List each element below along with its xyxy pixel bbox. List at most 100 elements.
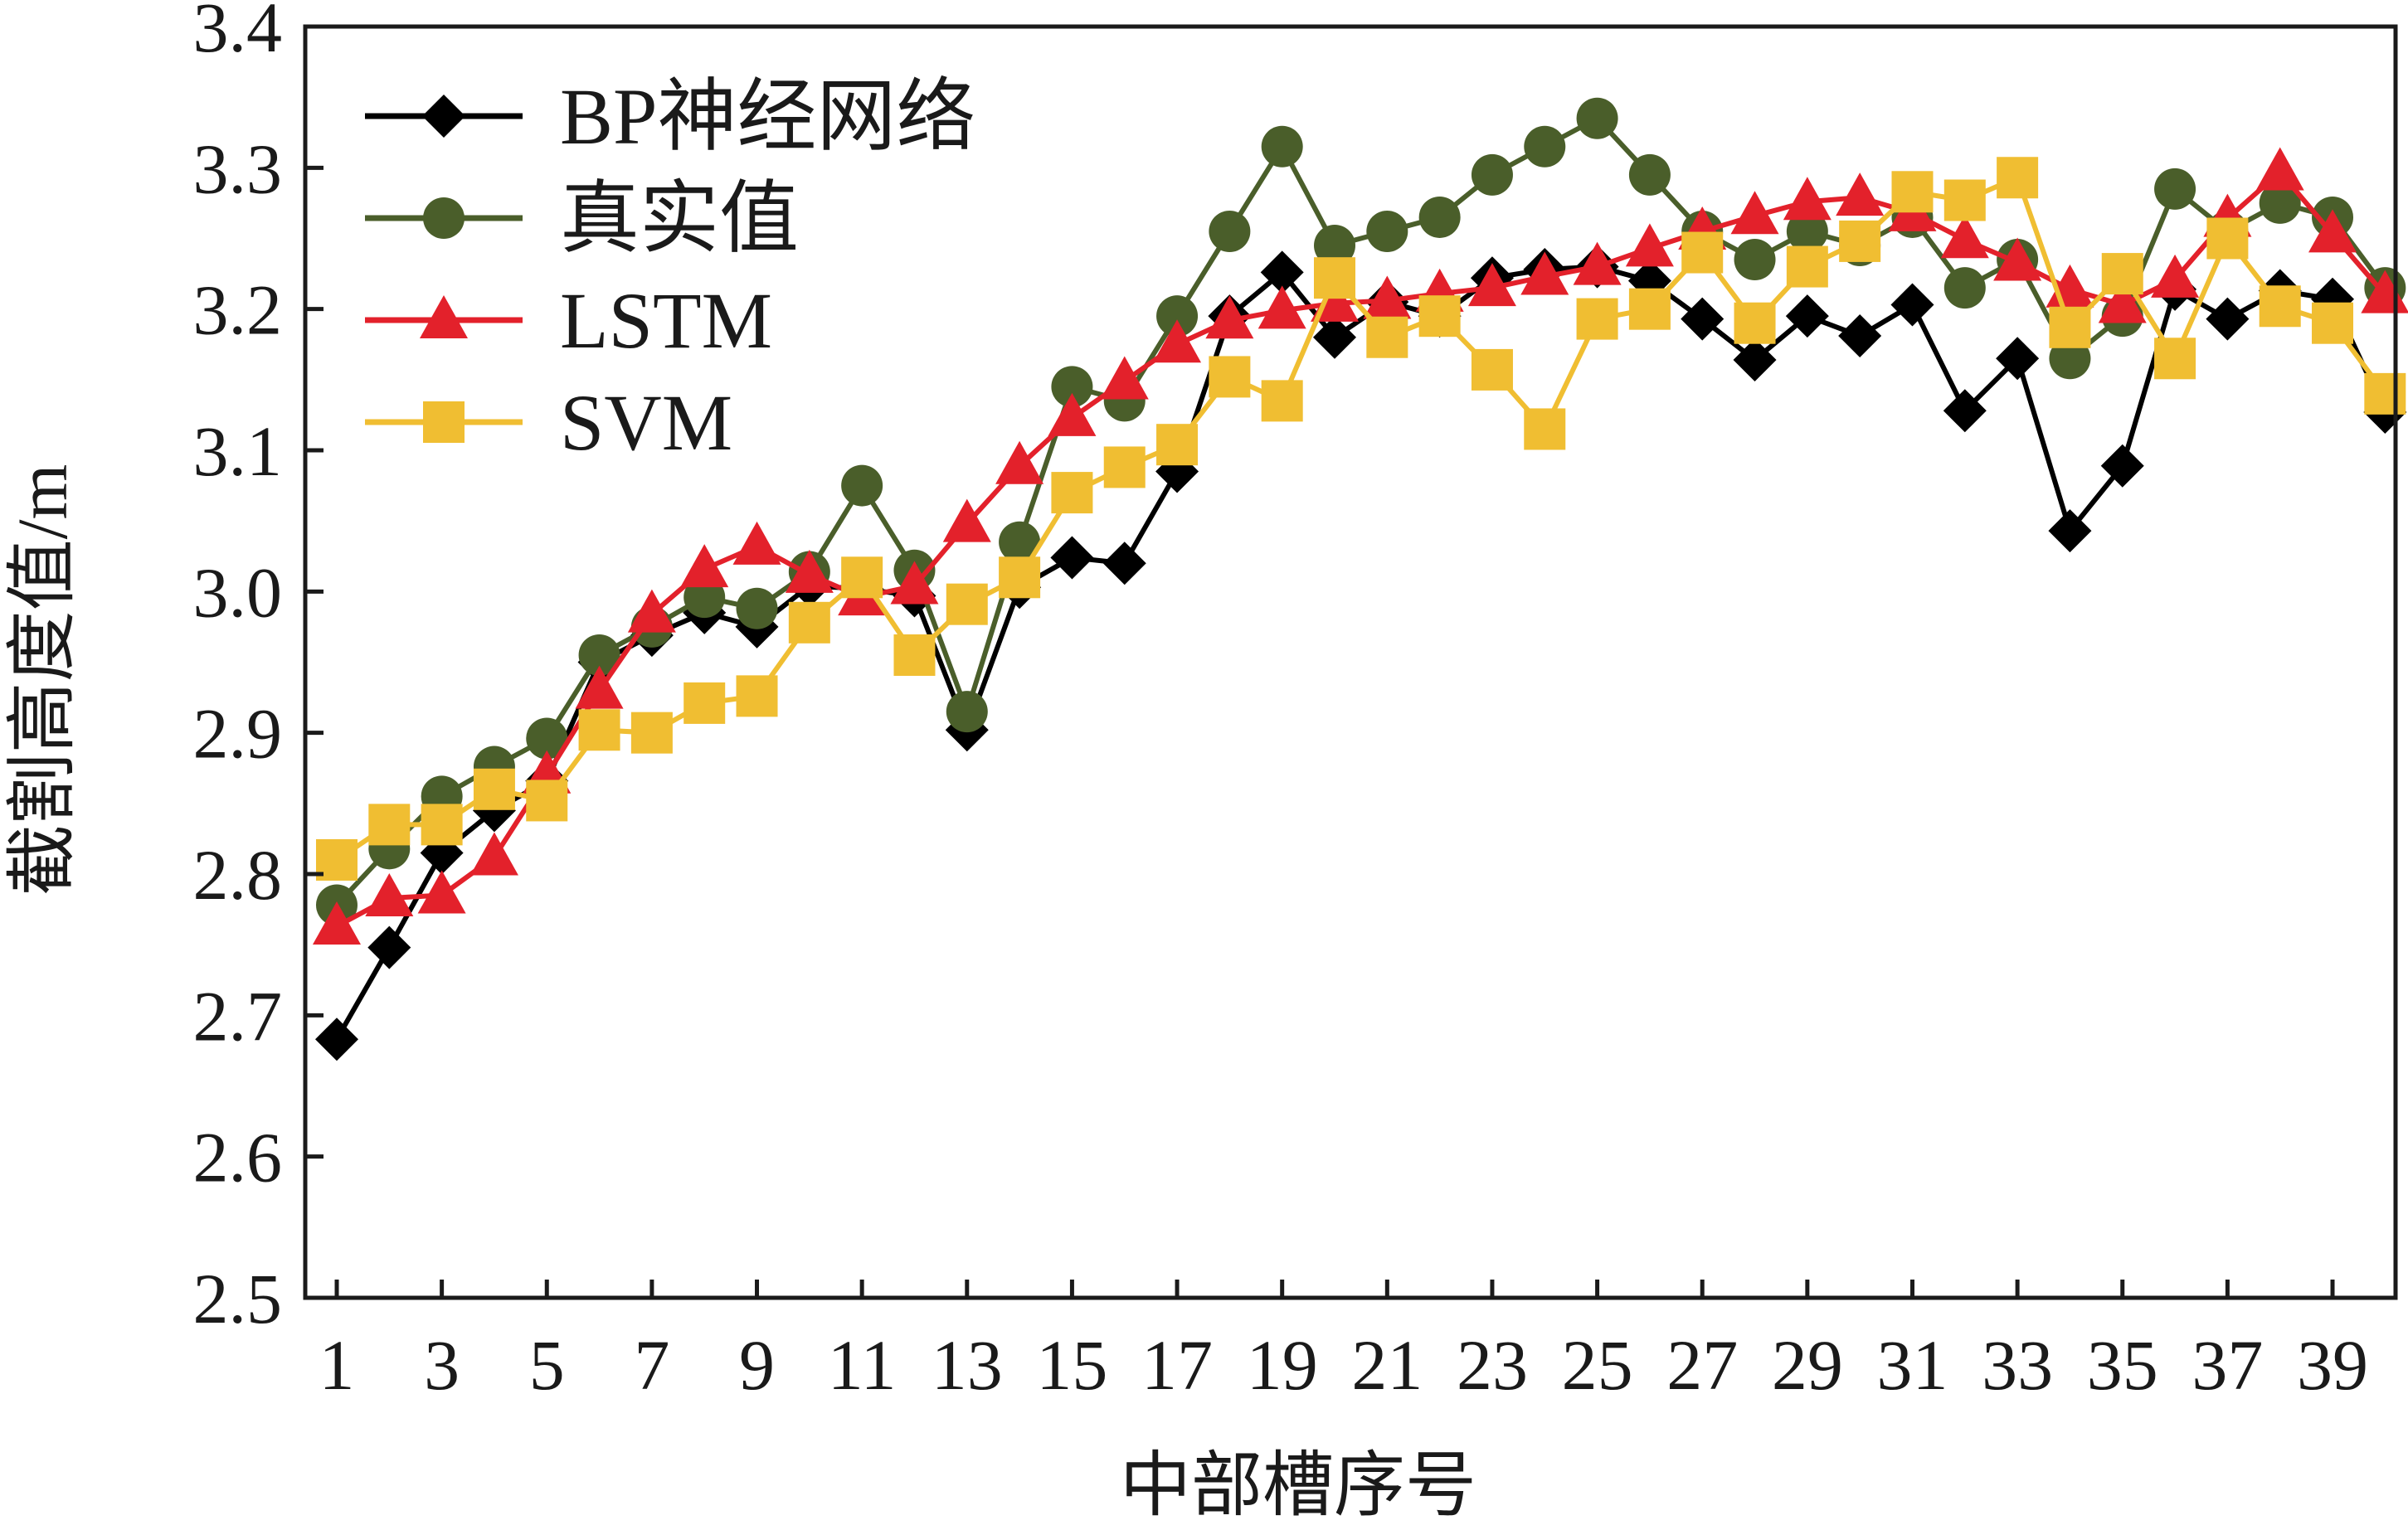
data-point — [367, 925, 411, 969]
data-point — [1051, 472, 1093, 514]
data-point — [946, 583, 988, 625]
data-point — [1467, 263, 1516, 307]
data-point — [2206, 217, 2249, 260]
y-tick-label: 2.8 — [193, 835, 283, 915]
data-point — [575, 665, 624, 709]
y-tick-label: 2.6 — [193, 1118, 283, 1197]
y-tick-label: 3.3 — [193, 129, 283, 208]
data-point — [1785, 294, 1829, 338]
series-line — [334, 264, 2388, 1041]
data-point — [1993, 237, 2042, 281]
x-tick-label: 35 — [2087, 1325, 2158, 1405]
legend-entry: BP神经网络 — [365, 72, 975, 161]
data-point — [2151, 254, 2200, 298]
data-point — [1573, 241, 1622, 285]
data-point — [1314, 257, 1356, 299]
series-line — [334, 115, 2387, 907]
data-point — [1628, 153, 1671, 196]
data-point — [2154, 338, 2196, 380]
data-point — [680, 544, 729, 588]
data-point — [1153, 319, 1202, 363]
data-point — [1734, 302, 1776, 344]
data-point — [1997, 157, 2039, 199]
data-point — [1366, 210, 1408, 252]
data-point — [368, 804, 411, 846]
data-point — [526, 780, 568, 822]
data-point — [1050, 536, 1094, 580]
y-tick-label: 3.4 — [193, 0, 283, 67]
series-3 — [312, 147, 2408, 945]
data-point — [1891, 171, 1934, 213]
data-point — [1996, 337, 2040, 381]
y-axis-title: 截割高度值/m — [2, 464, 82, 896]
data-point — [1733, 338, 1777, 381]
data-point — [736, 587, 778, 629]
data-point — [1471, 153, 1513, 196]
x-tick-label: 11 — [828, 1325, 897, 1405]
data-point — [1418, 196, 1461, 238]
data-point — [2312, 302, 2354, 344]
data-point — [1786, 210, 1828, 252]
data-point — [1734, 239, 1776, 281]
data-point — [473, 768, 515, 810]
x-tick-label: 27 — [1666, 1325, 1738, 1405]
data-point — [942, 498, 991, 542]
y-tick-label: 2.7 — [193, 976, 283, 1056]
ticks-layer: 2.52.62.72.82.93.03.13.23.33.41 3 5 7 9 11 13 1… — [193, 0, 2369, 1405]
x-tick-label: 21 — [1351, 1325, 1423, 1405]
legend-label: LSTM — [560, 276, 772, 365]
data-point — [2255, 147, 2304, 191]
legend-marker — [423, 197, 465, 239]
data-point — [1838, 314, 1882, 358]
data-point — [946, 691, 988, 733]
data-point — [1628, 288, 1671, 330]
data-point — [2098, 279, 2147, 323]
data-point — [841, 464, 883, 507]
data-point — [417, 870, 466, 914]
data-point — [1576, 97, 1618, 139]
data-point — [841, 556, 883, 599]
data-point — [2259, 285, 2301, 328]
data-point — [627, 589, 676, 633]
data-point — [1260, 250, 1304, 294]
data-point — [1520, 251, 1569, 295]
data-point — [365, 872, 414, 916]
data-point — [1940, 215, 1989, 259]
data-point — [999, 521, 1041, 563]
legend-marker — [422, 95, 465, 138]
x-tick-label: 15 — [1036, 1325, 1107, 1405]
legend-label: SVM — [560, 378, 732, 467]
data-point — [1471, 348, 1513, 391]
x-tick-label: 39 — [2297, 1325, 2368, 1405]
data-point — [683, 682, 726, 724]
series-line — [335, 175, 2387, 862]
data-point — [1103, 446, 1146, 488]
legend-marker — [423, 401, 465, 443]
data-point — [1730, 191, 1779, 235]
data-point — [1156, 295, 1199, 338]
data-point — [2259, 182, 2301, 224]
x-tick-label: 37 — [2192, 1325, 2263, 1405]
data-point — [999, 556, 1041, 599]
data-point — [421, 804, 463, 846]
data-point — [1418, 295, 1461, 338]
data-point — [314, 1018, 358, 1061]
plot-frame — [303, 24, 2398, 1300]
legend-entry: 真实值 — [365, 174, 799, 263]
data-point — [1839, 220, 1881, 262]
data-point — [1681, 297, 1725, 341]
x-tick-label: 33 — [1982, 1325, 2053, 1405]
data-point — [1943, 389, 1987, 433]
x-tick-label: 3 — [424, 1325, 460, 1405]
series-4 — [315, 157, 2406, 881]
data-point — [1209, 356, 1251, 398]
x-tick-label: 9 — [739, 1325, 775, 1405]
data-point — [1258, 285, 1306, 329]
data-point — [1524, 408, 1566, 450]
data-point — [1209, 210, 1251, 252]
data-point — [1524, 125, 1566, 168]
data-point — [630, 712, 673, 754]
data-point — [1786, 245, 1828, 288]
data-point — [2364, 372, 2406, 415]
